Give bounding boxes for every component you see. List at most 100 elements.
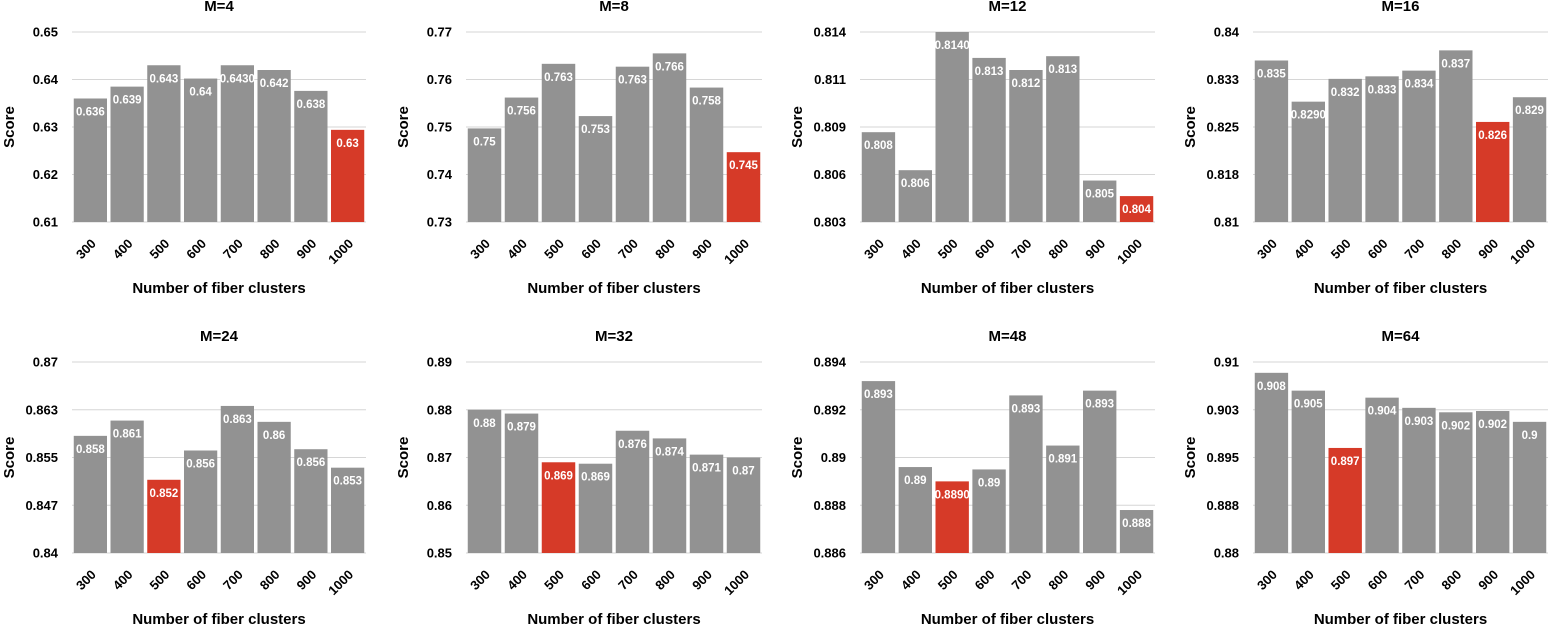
bar: [147, 65, 181, 222]
bar-value-label: 0.871: [692, 463, 721, 475]
x-tick-label: 400: [504, 236, 530, 262]
bar-value-label: 0.63: [336, 138, 358, 150]
bar: [898, 467, 932, 553]
y-tick-label: 0.818: [1206, 167, 1239, 182]
y-tick-label: 0.91: [1214, 355, 1239, 370]
bar-value-label: 0.874: [655, 446, 684, 458]
x-tick-label: 300: [467, 567, 493, 593]
bar-value-label: 0.833: [1368, 84, 1397, 96]
bar-value-label: 0.638: [296, 99, 325, 111]
bar-value-label: 0.902: [1441, 420, 1470, 432]
bar-value-label: 0.9: [1522, 430, 1538, 442]
x-tick-label: 800: [257, 236, 283, 262]
y-tick-label: 0.86: [427, 498, 452, 513]
bar-value-label: 0.856: [186, 458, 215, 470]
bar-value-label: 0.804: [1122, 204, 1151, 216]
y-tick-label: 0.903: [1206, 402, 1239, 417]
bar-value-label: 0.812: [1012, 78, 1041, 90]
x-tick-label: 700: [1009, 567, 1035, 593]
y-tick-label: 0.65: [33, 25, 58, 40]
bar: [110, 420, 144, 553]
bar: [1254, 60, 1289, 222]
x-axis-label: Number of fiber clusters: [527, 280, 700, 297]
chart-panel: 0.894 0.892 0.89 0.888 0.886 0.893 300 0.89 400 0…: [789, 328, 1155, 625]
y-tick-label: 0.77: [427, 25, 452, 40]
bar-value-label: 0.897: [1331, 456, 1360, 468]
bar: [110, 86, 144, 222]
bar-value-label: 0.643: [149, 73, 178, 85]
bar-value-label: 0.891: [1048, 454, 1077, 466]
bar-value-label: 0.832: [1331, 87, 1360, 99]
bar: [1439, 412, 1473, 553]
x-tick-label: 300: [861, 236, 887, 262]
bar-highlight: [1476, 121, 1510, 222]
y-axis-label: Score: [789, 437, 806, 479]
x-tick-label: 800: [1045, 567, 1071, 593]
bar: [689, 87, 724, 222]
x-tick-label: 300: [1254, 567, 1280, 593]
bar-value-label: 0.904: [1368, 406, 1397, 418]
bar-value-label: 0.835: [1257, 69, 1286, 81]
y-axis-label: Score: [1182, 437, 1199, 479]
y-tick-label: 0.833: [1206, 72, 1239, 87]
bar-value-label: 0.888: [1122, 518, 1151, 530]
bar-value-label: 0.756: [507, 106, 536, 118]
x-tick-label: 1000: [1507, 236, 1538, 267]
y-tick-label: 0.825: [1206, 120, 1239, 135]
bar: [1291, 390, 1325, 553]
y-tick-label: 0.89: [821, 450, 846, 465]
bar: [1512, 97, 1547, 222]
bar: [861, 381, 896, 553]
bar-value-label: 0.758: [692, 96, 721, 108]
bar-value-label: 0.893: [1085, 399, 1114, 411]
x-tick-label: 300: [1254, 236, 1280, 262]
x-tick-label: 500: [541, 236, 567, 262]
x-tick-label: 600: [1365, 236, 1391, 262]
bar: [1365, 76, 1399, 222]
y-tick-label: 0.809: [813, 120, 846, 135]
x-tick-label: 700: [220, 236, 246, 262]
y-tick-label: 0.863: [25, 402, 58, 417]
bar: [1402, 70, 1436, 222]
bar-value-label: 0.636: [76, 107, 105, 119]
x-tick-label: 800: [1438, 236, 1464, 262]
bar-value-label: 0.876: [618, 439, 647, 451]
bar: [184, 78, 218, 222]
bar: [294, 90, 328, 223]
bar: [1439, 50, 1473, 222]
bar: [257, 421, 291, 553]
x-tick-label: 600: [972, 236, 998, 262]
bar-highlight: [1328, 447, 1362, 553]
x-tick-label: 700: [615, 567, 641, 593]
x-tick-label: 1000: [325, 236, 356, 267]
y-tick-label: 0.814: [813, 25, 846, 40]
x-tick-label: 500: [1328, 236, 1354, 262]
x-tick-label: 900: [689, 567, 715, 593]
x-axis-label: Number of fiber clusters: [527, 611, 700, 625]
y-tick-label: 0.88: [1214, 546, 1239, 561]
x-axis-label: Number of fiber clusters: [1314, 611, 1487, 625]
bar-value-label: 0.893: [1012, 403, 1041, 415]
bar-value-label: 0.893: [864, 389, 893, 401]
bar-value-label: 0.8140: [935, 40, 970, 52]
bar-value-label: 0.8890: [935, 489, 970, 501]
x-tick-label: 300: [467, 236, 493, 262]
y-tick-label: 0.87: [427, 450, 452, 465]
chart-title: M=48: [989, 328, 1027, 345]
bar: [578, 463, 613, 553]
bar-value-label: 0.87: [732, 466, 754, 478]
x-tick-label: 700: [1009, 236, 1035, 262]
chart-title: M=4: [204, 0, 234, 15]
chart-title: M=8: [599, 0, 629, 15]
y-tick-label: 0.803: [813, 215, 846, 230]
x-tick-label: 600: [183, 567, 209, 593]
bar: [652, 53, 687, 222]
y-tick-label: 0.894: [813, 355, 846, 370]
y-tick-label: 0.62: [33, 167, 58, 182]
x-tick-label: 700: [1402, 567, 1428, 593]
bar-value-label: 0.806: [901, 178, 930, 190]
y-tick-label: 0.61: [33, 215, 58, 230]
bar-highlight: [331, 129, 365, 222]
bar-value-label: 0.861: [113, 429, 142, 441]
